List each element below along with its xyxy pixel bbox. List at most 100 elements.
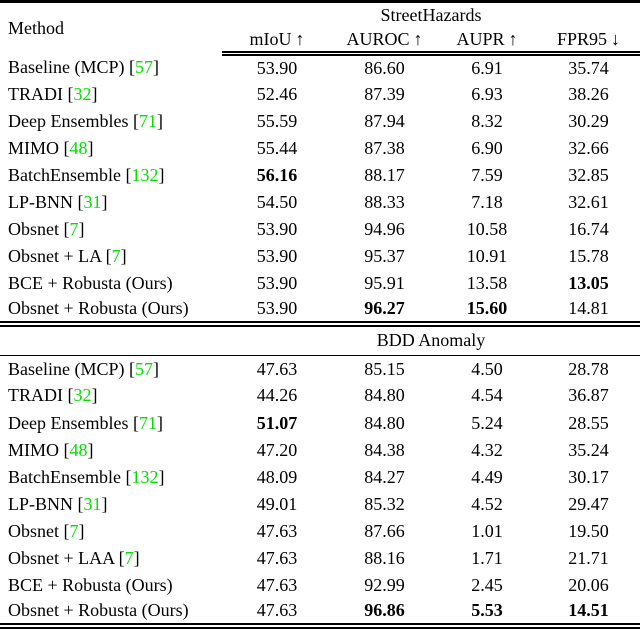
citation-link[interactable]: 31 bbox=[83, 493, 102, 514]
value-cell: 6.91 bbox=[471, 57, 503, 78]
value-cell: 32.61 bbox=[568, 191, 609, 212]
value-cell: 54.50 bbox=[256, 191, 298, 212]
value-cell: 53.90 bbox=[256, 245, 298, 266]
value-cell: 47.63 bbox=[256, 600, 298, 621]
method-cell: Deep Ensembles [71] bbox=[8, 412, 163, 433]
method-cell: BatchEnsemble [132] bbox=[8, 164, 165, 185]
method-cell: Baseline (MCP) [57] bbox=[8, 358, 159, 379]
citation-link[interactable]: 7 bbox=[69, 520, 79, 541]
citation-link[interactable]: 31 bbox=[83, 191, 102, 212]
value-cell: 15.60 bbox=[466, 298, 508, 319]
value-cell: 47.20 bbox=[256, 439, 298, 460]
citation-link[interactable]: 57 bbox=[135, 56, 153, 77]
value-cell: 30.17 bbox=[568, 466, 609, 487]
arrow-down-icon: ↓ bbox=[611, 28, 620, 49]
citation-link[interactable]: 32 bbox=[73, 385, 92, 406]
value-cell: 84.27 bbox=[364, 466, 405, 487]
section-bdd-anomaly: Baseline (MCP) [57] 47.63 85.15 4.50 28.78 TR… bbox=[0, 355, 640, 626]
citation-link[interactable]: 132 bbox=[131, 466, 159, 487]
group-header-row: Method StreetHazards bbox=[0, 2, 640, 38]
value-cell: 20.06 bbox=[568, 574, 609, 595]
value-cell: 56.16 bbox=[256, 164, 298, 185]
method-cell: MIMO [48] bbox=[8, 137, 94, 158]
value-cell: 35.74 bbox=[568, 57, 609, 78]
value-cell: 44.26 bbox=[256, 385, 298, 406]
value-cell: 14.81 bbox=[568, 298, 609, 319]
value-cell: 4.49 bbox=[471, 466, 503, 487]
value-cell: 1.71 bbox=[471, 547, 503, 568]
method-cell: LP-BNN [31] bbox=[8, 493, 108, 514]
value-cell: 88.33 bbox=[364, 191, 405, 212]
value-cell: 87.94 bbox=[364, 110, 405, 131]
value-cell: 47.63 bbox=[256, 547, 298, 568]
citation-link[interactable]: 71 bbox=[138, 110, 157, 131]
method-cell: BCE + Robusta (Ours) bbox=[8, 574, 173, 595]
table-row: Baseline (MCP) [57] 53.90 86.60 6.91 35.74 bbox=[0, 54, 640, 81]
column-header-aupr: AUPR ↑ bbox=[437, 27, 537, 56]
method-cell: TRADI [32] bbox=[8, 83, 98, 104]
citation-link[interactable]: 48 bbox=[69, 137, 88, 158]
citation-link[interactable]: 7 bbox=[69, 218, 79, 239]
value-cell: 7.18 bbox=[471, 191, 503, 212]
table-row: MIMO [48] 55.44 87.38 6.90 32.66 bbox=[0, 135, 640, 162]
table-row: Obsnet + Robusta (Ours) 47.63 96.86 5.53 14.… bbox=[0, 599, 640, 626]
citation-link[interactable]: 7 bbox=[124, 547, 134, 568]
citation-link[interactable]: 71 bbox=[138, 412, 157, 433]
value-cell: 5.53 bbox=[471, 600, 503, 621]
value-cell: 4.50 bbox=[471, 358, 503, 379]
table-row: Deep Ensembles [71] 51.07 84.80 5.24 28.55 bbox=[0, 410, 640, 437]
value-cell: 4.52 bbox=[471, 493, 503, 514]
value-cell: 51.07 bbox=[256, 412, 298, 433]
method-cell: Baseline (MCP) [57] bbox=[8, 56, 159, 77]
value-cell: 15.78 bbox=[568, 245, 609, 266]
value-cell: 28.55 bbox=[568, 412, 609, 433]
value-cell: 85.32 bbox=[364, 493, 405, 514]
section-bdd-header: BDD Anomaly bbox=[0, 321, 640, 356]
value-cell: 47.63 bbox=[256, 520, 298, 541]
method-cell: BCE + Robusta (Ours) bbox=[8, 272, 173, 293]
value-cell: 1.01 bbox=[471, 520, 503, 541]
value-cell: 52.46 bbox=[256, 83, 298, 104]
value-cell: 53.90 bbox=[256, 57, 298, 78]
table-row: Obsnet [7] 47.63 87.66 1.01 19.50 bbox=[0, 518, 640, 545]
value-cell: 55.59 bbox=[256, 110, 298, 131]
value-cell: 6.93 bbox=[471, 83, 503, 104]
metric-header-row: mIoU ↑ AUROC ↑ AUPR ↑ FPR95 ↓ bbox=[0, 27, 640, 56]
citation-link[interactable]: 132 bbox=[131, 164, 159, 185]
value-cell: 96.86 bbox=[364, 600, 405, 621]
column-header-fpr95: FPR95 ↓ bbox=[537, 27, 640, 56]
table-row: Deep Ensembles [71] 55.59 87.94 8.32 30.29 bbox=[0, 108, 640, 135]
value-cell: 5.24 bbox=[471, 412, 503, 433]
table-header: Method StreetHazards mIoU ↑ AUROC ↑ AUPR ↑ … bbox=[0, 2, 640, 56]
value-cell: 84.80 bbox=[364, 412, 405, 433]
table-row: BatchEnsemble [132] 56.16 88.17 7.59 32.85 bbox=[0, 162, 640, 189]
citation-link[interactable]: 32 bbox=[73, 83, 92, 104]
table-row: TRADI [32] 44.26 84.80 4.54 36.87 bbox=[0, 382, 640, 409]
citation-link[interactable]: 7 bbox=[111, 245, 121, 266]
method-cell: Obsnet [7] bbox=[8, 520, 85, 541]
value-cell: 88.16 bbox=[364, 547, 405, 568]
method-cell: BatchEnsemble [132] bbox=[8, 466, 165, 487]
value-cell: 10.91 bbox=[466, 245, 508, 266]
citation-link[interactable]: 48 bbox=[69, 439, 88, 460]
arrow-up-icon: ↑ bbox=[413, 28, 423, 49]
value-cell: 13.05 bbox=[568, 272, 609, 293]
table-row: Baseline (MCP) [57] 47.63 85.15 4.50 28.78 bbox=[0, 355, 640, 382]
table-row: BCE + Robusta (Ours) 47.63 92.99 2.45 20.06 bbox=[0, 572, 640, 599]
value-cell: 95.37 bbox=[364, 245, 405, 266]
method-cell: LP-BNN [31] bbox=[8, 191, 108, 212]
value-cell: 94.96 bbox=[364, 218, 405, 239]
method-cell: Obsnet [7] bbox=[8, 218, 85, 239]
table-row: BatchEnsemble [132] 48.09 84.27 4.49 30.17 bbox=[0, 464, 640, 491]
value-cell: 7.59 bbox=[471, 164, 503, 185]
column-header-label: mIoU bbox=[249, 28, 292, 49]
value-cell: 88.17 bbox=[364, 164, 405, 185]
method-cell: Obsnet + Robusta (Ours) bbox=[8, 298, 189, 319]
value-cell: 16.74 bbox=[568, 218, 609, 239]
column-header-label: AUPR bbox=[456, 28, 505, 49]
section-header-spacer bbox=[0, 321, 222, 356]
method-cell: Obsnet + LAA [7] bbox=[8, 547, 140, 568]
citation-link[interactable]: 57 bbox=[135, 358, 153, 379]
table-row: LP-BNN [31] 54.50 88.33 7.18 32.61 bbox=[0, 189, 640, 216]
